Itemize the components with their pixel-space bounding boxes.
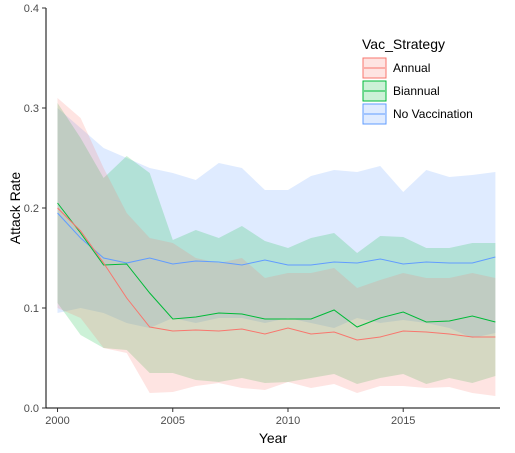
- y-tick-label: 0.3: [24, 103, 39, 115]
- x-axis-title: Year: [259, 430, 288, 446]
- x-tick-label: 2010: [276, 415, 300, 427]
- legend-title: Vac_Strategy: [362, 36, 445, 52]
- y-tick-label: 0.4: [24, 3, 39, 15]
- y-axis-ticks: 0.0 0.1 0.2 0.3 0.4: [24, 3, 46, 415]
- x-tick-label: 2000: [45, 415, 69, 427]
- legend-key-no-vaccination: No Vaccination: [362, 103, 473, 125]
- legend-key-biannual: Biannual: [362, 80, 440, 102]
- y-axis-title: Attack Rate: [7, 172, 23, 245]
- legend-label: No Vaccination: [393, 107, 473, 121]
- legend-label: Annual: [393, 61, 430, 75]
- x-tick-label: 2015: [391, 415, 415, 427]
- legend-key-annual: Annual: [362, 57, 430, 79]
- series-lines: [57, 202, 496, 341]
- confidence-bands: [57, 98, 496, 396]
- line-annual: [57, 207, 496, 341]
- y-tick-label: 0.0: [24, 403, 39, 415]
- legend-label: Biannual: [393, 84, 440, 98]
- y-tick-label: 0.2: [24, 203, 39, 215]
- x-tick-label: 2005: [161, 415, 185, 427]
- band-no-vaccination: [57, 108, 496, 338]
- x-axis-ticks: 2000 2005 2010 2015: [45, 408, 415, 427]
- band-annual: [57, 98, 496, 396]
- line-biannual: [57, 202, 496, 328]
- legend: Vac_Strategy Annual Biannual No Vaccinatio…: [362, 36, 473, 125]
- line-no-vaccination: [57, 212, 496, 266]
- band-biannual: [57, 103, 496, 384]
- y-tick-label: 0.1: [24, 303, 39, 315]
